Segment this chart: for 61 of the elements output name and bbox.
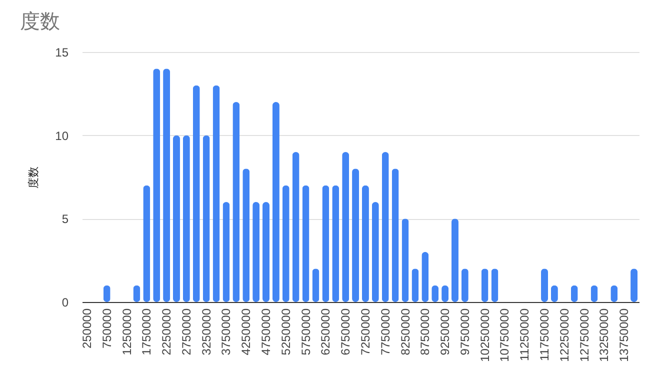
x-tick-label: 7250000: [358, 308, 372, 356]
bar: [342, 152, 350, 302]
x-tick-label: 3250000: [199, 308, 214, 356]
y-tick-label: 10: [55, 128, 69, 143]
bar: [352, 168, 360, 302]
x-tick-label: 5250000: [278, 308, 293, 356]
y-tick-label: 0: [62, 296, 69, 310]
bar: [172, 135, 180, 302]
x-tick-label: 4250000: [239, 308, 254, 356]
x-tick-label: 10250000: [478, 308, 492, 362]
bar: [402, 218, 409, 302]
bar: [153, 68, 160, 302]
bar: [332, 185, 340, 302]
bar: [202, 135, 210, 302]
x-tick-label: 250000: [80, 308, 94, 349]
bar: [392, 168, 399, 302]
y-axis-title: 度数: [27, 166, 40, 188]
bar: [372, 202, 379, 302]
x-tick-label: 8750000: [418, 308, 432, 356]
x-tick-label: 12750000: [577, 308, 592, 362]
x-tick-label: 7750000: [378, 308, 392, 356]
x-tick-label: 5750000: [298, 308, 313, 356]
bar: [252, 202, 260, 302]
chart-title: 度数: [20, 9, 60, 33]
bar: [232, 102, 240, 302]
x-tick-label: 9250000: [438, 308, 452, 356]
x-tick-label: 12250000: [557, 308, 572, 362]
bar: [212, 85, 220, 302]
x-tick-label: 1750000: [140, 308, 154, 356]
x-tick-label: 6750000: [338, 308, 353, 356]
bar: [451, 218, 458, 302]
bar: [242, 168, 250, 302]
bar: [272, 102, 280, 302]
y-tick-label: 5: [62, 212, 69, 226]
x-tick-label: 4750000: [259, 308, 274, 356]
x-tick-label: 2750000: [179, 308, 194, 356]
bar: [163, 68, 170, 302]
x-tick-label: 6250000: [318, 308, 333, 356]
x-tick-label: 11750000: [538, 308, 552, 361]
bar: [302, 185, 310, 302]
x-tick-label: 10750000: [498, 308, 512, 362]
bar: [262, 202, 270, 302]
bar: [192, 85, 200, 302]
y-tick-label: 15: [55, 46, 69, 60]
x-tick-label: 2250000: [160, 308, 174, 356]
bar: [362, 185, 369, 302]
bar: [292, 152, 300, 302]
x-tick-label: 13250000: [597, 308, 612, 362]
bar: [182, 135, 190, 302]
bar: [143, 185, 150, 302]
bar: [382, 152, 389, 302]
bar: [222, 202, 230, 302]
x-tick-label: 8250000: [398, 308, 412, 356]
bar: [282, 185, 290, 302]
x-tick-label: 11250000: [518, 308, 532, 361]
x-tick-label: 3750000: [219, 308, 234, 356]
x-tick-label: 13750000: [617, 308, 632, 362]
x-tick-label: 9750000: [458, 308, 472, 356]
x-tick-label: 750000: [100, 308, 114, 349]
x-tick-label: 1250000: [120, 308, 134, 356]
bar: [322, 185, 330, 302]
